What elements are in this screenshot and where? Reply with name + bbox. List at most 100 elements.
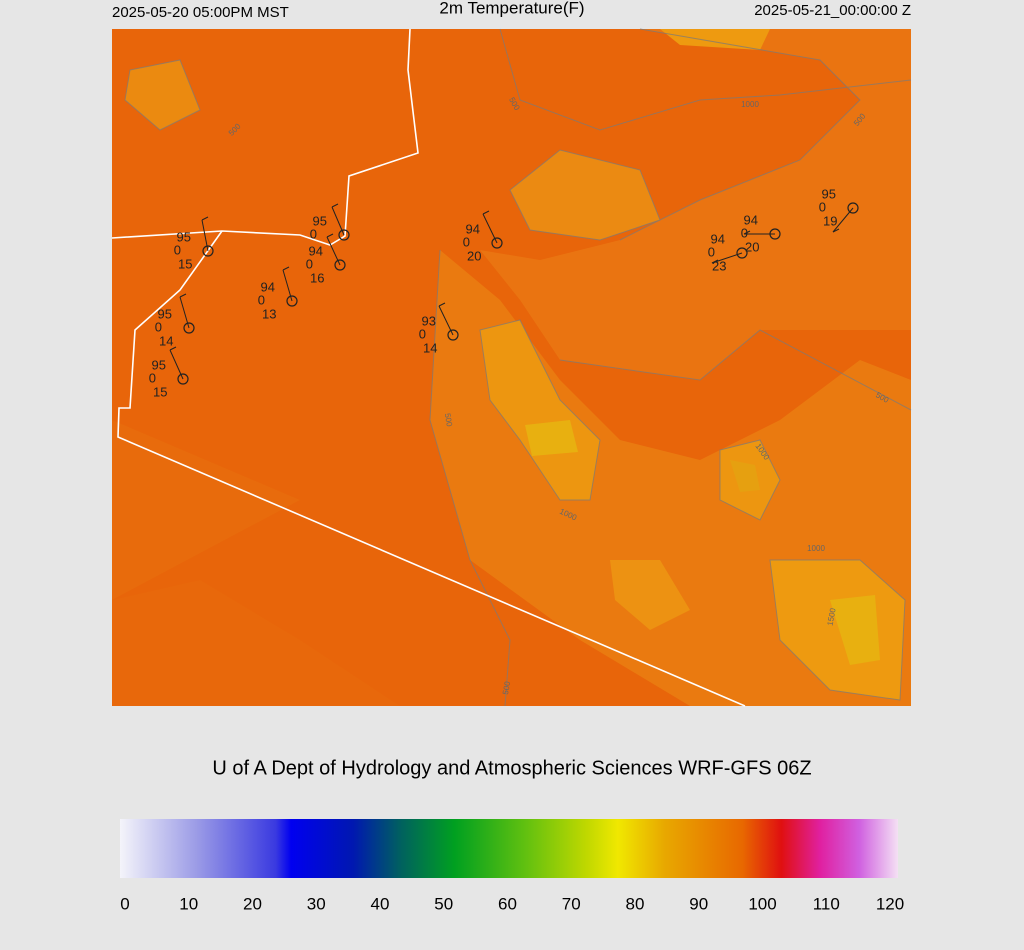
station-temperature: 93	[422, 313, 436, 328]
wind-staff	[438, 305, 454, 336]
valid-time-local: 2025-05-20 05:00PM MST	[112, 4, 289, 21]
station-dewpoint: 0	[149, 370, 156, 385]
station-wind: 19	[823, 213, 837, 228]
station-temperature: 95	[152, 357, 166, 372]
colorbar-ticks: 0 10 20 30 40 50 60 70 80 90 100 110 120	[120, 894, 904, 913]
colorbar-tick-label: 50	[434, 894, 453, 913]
station-temperature: 95	[177, 229, 191, 244]
station-wind: 23	[712, 258, 726, 273]
station-circle	[334, 259, 346, 271]
colorbar-tick-label: 80	[626, 894, 645, 913]
wind-barb	[169, 346, 177, 351]
wind-staff	[282, 269, 293, 302]
station-temperature: 94	[744, 212, 758, 227]
station-circle	[183, 322, 195, 334]
station-wind: 14	[423, 340, 437, 355]
station: 950	[310, 203, 350, 241]
station-circle	[736, 247, 748, 259]
wind-barb	[326, 233, 334, 238]
station-dewpoint: 0	[155, 319, 162, 334]
station-circle	[338, 229, 350, 241]
footer-credit: U of A Dept of Hydrology and Atmospheric…	[212, 757, 811, 779]
colorbar-tick-label: 60	[498, 894, 517, 913]
station-circle	[491, 237, 503, 249]
wind-staff	[482, 213, 498, 244]
wind-staff	[326, 236, 341, 266]
wind-barb	[438, 302, 446, 307]
colorbar-tick-label: 10	[179, 894, 198, 913]
colorbar-tick-label: 20	[243, 894, 262, 913]
map-title: 2m Temperature(F)	[439, 0, 584, 17]
station-temperature: 94	[309, 243, 323, 258]
station-dewpoint: 0	[419, 326, 426, 341]
station-wind: 20	[467, 248, 481, 263]
station-temperature: 94	[711, 231, 725, 246]
wind-staff	[711, 252, 743, 264]
station-wind: 15	[178, 256, 192, 271]
colorbar-tick-label: 110	[813, 894, 840, 913]
colorbar-tick-label: 30	[307, 894, 326, 913]
station-temperature: 95	[158, 306, 172, 321]
station-dewpoint: 0	[463, 234, 470, 249]
colorbar-tick-label: 70	[562, 894, 581, 913]
station-dewpoint: 0	[819, 199, 826, 214]
station-dewpoint: 0	[310, 226, 317, 241]
station-circle	[447, 329, 459, 341]
contour-label: 1500	[826, 607, 838, 627]
station-circle	[202, 245, 214, 257]
wind-barb	[482, 210, 490, 215]
station-dewpoint: 0	[258, 292, 265, 307]
wind-barb	[201, 216, 209, 221]
station-circle	[847, 202, 859, 214]
station-temperature: 95	[313, 213, 327, 228]
station-wind: 20	[745, 239, 759, 254]
colorbar-tick-label: 0	[120, 894, 129, 913]
wind-staff	[832, 207, 854, 233]
colorbar-tick-label: 100	[748, 894, 776, 913]
station-dewpoint: 0	[741, 225, 748, 240]
colorbar	[120, 819, 898, 878]
station-wind: 15	[153, 384, 167, 399]
wind-barb	[282, 266, 290, 271]
wind-staff	[169, 349, 184, 380]
station-temperature: 94	[261, 279, 275, 294]
contour-label: 1000	[807, 544, 825, 553]
wind-barb	[832, 228, 840, 233]
station-dewpoint: 0	[708, 244, 715, 259]
wind-staff	[201, 219, 209, 252]
station-circle	[286, 295, 298, 307]
station-dewpoint: 0	[306, 256, 313, 271]
wind-barb	[179, 293, 187, 298]
station-wind: 13	[262, 306, 276, 321]
wind-staff	[179, 296, 190, 329]
station-temperature: 94	[466, 221, 480, 236]
contour-label: 1000	[741, 100, 759, 109]
colorbar-tick-label: 40	[371, 894, 390, 913]
wind-barb	[711, 259, 719, 264]
temperature-field	[0, 28, 1024, 950]
station-circle	[177, 373, 189, 385]
state-borders	[111, 28, 746, 707]
wind-staff	[331, 206, 345, 236]
valid-time-utc: 2025-05-21_00:00:00 Z	[754, 2, 911, 19]
contour-label: 500	[501, 680, 512, 695]
station-wind: 14	[159, 333, 173, 348]
colorbar-tick-label: 120	[876, 894, 904, 913]
station-wind: 16	[310, 270, 324, 285]
wind-barb	[331, 203, 339, 208]
contour-label: 500	[443, 413, 454, 428]
wind-barb	[743, 230, 751, 235]
colorbar-tick-label: 90	[689, 894, 708, 913]
